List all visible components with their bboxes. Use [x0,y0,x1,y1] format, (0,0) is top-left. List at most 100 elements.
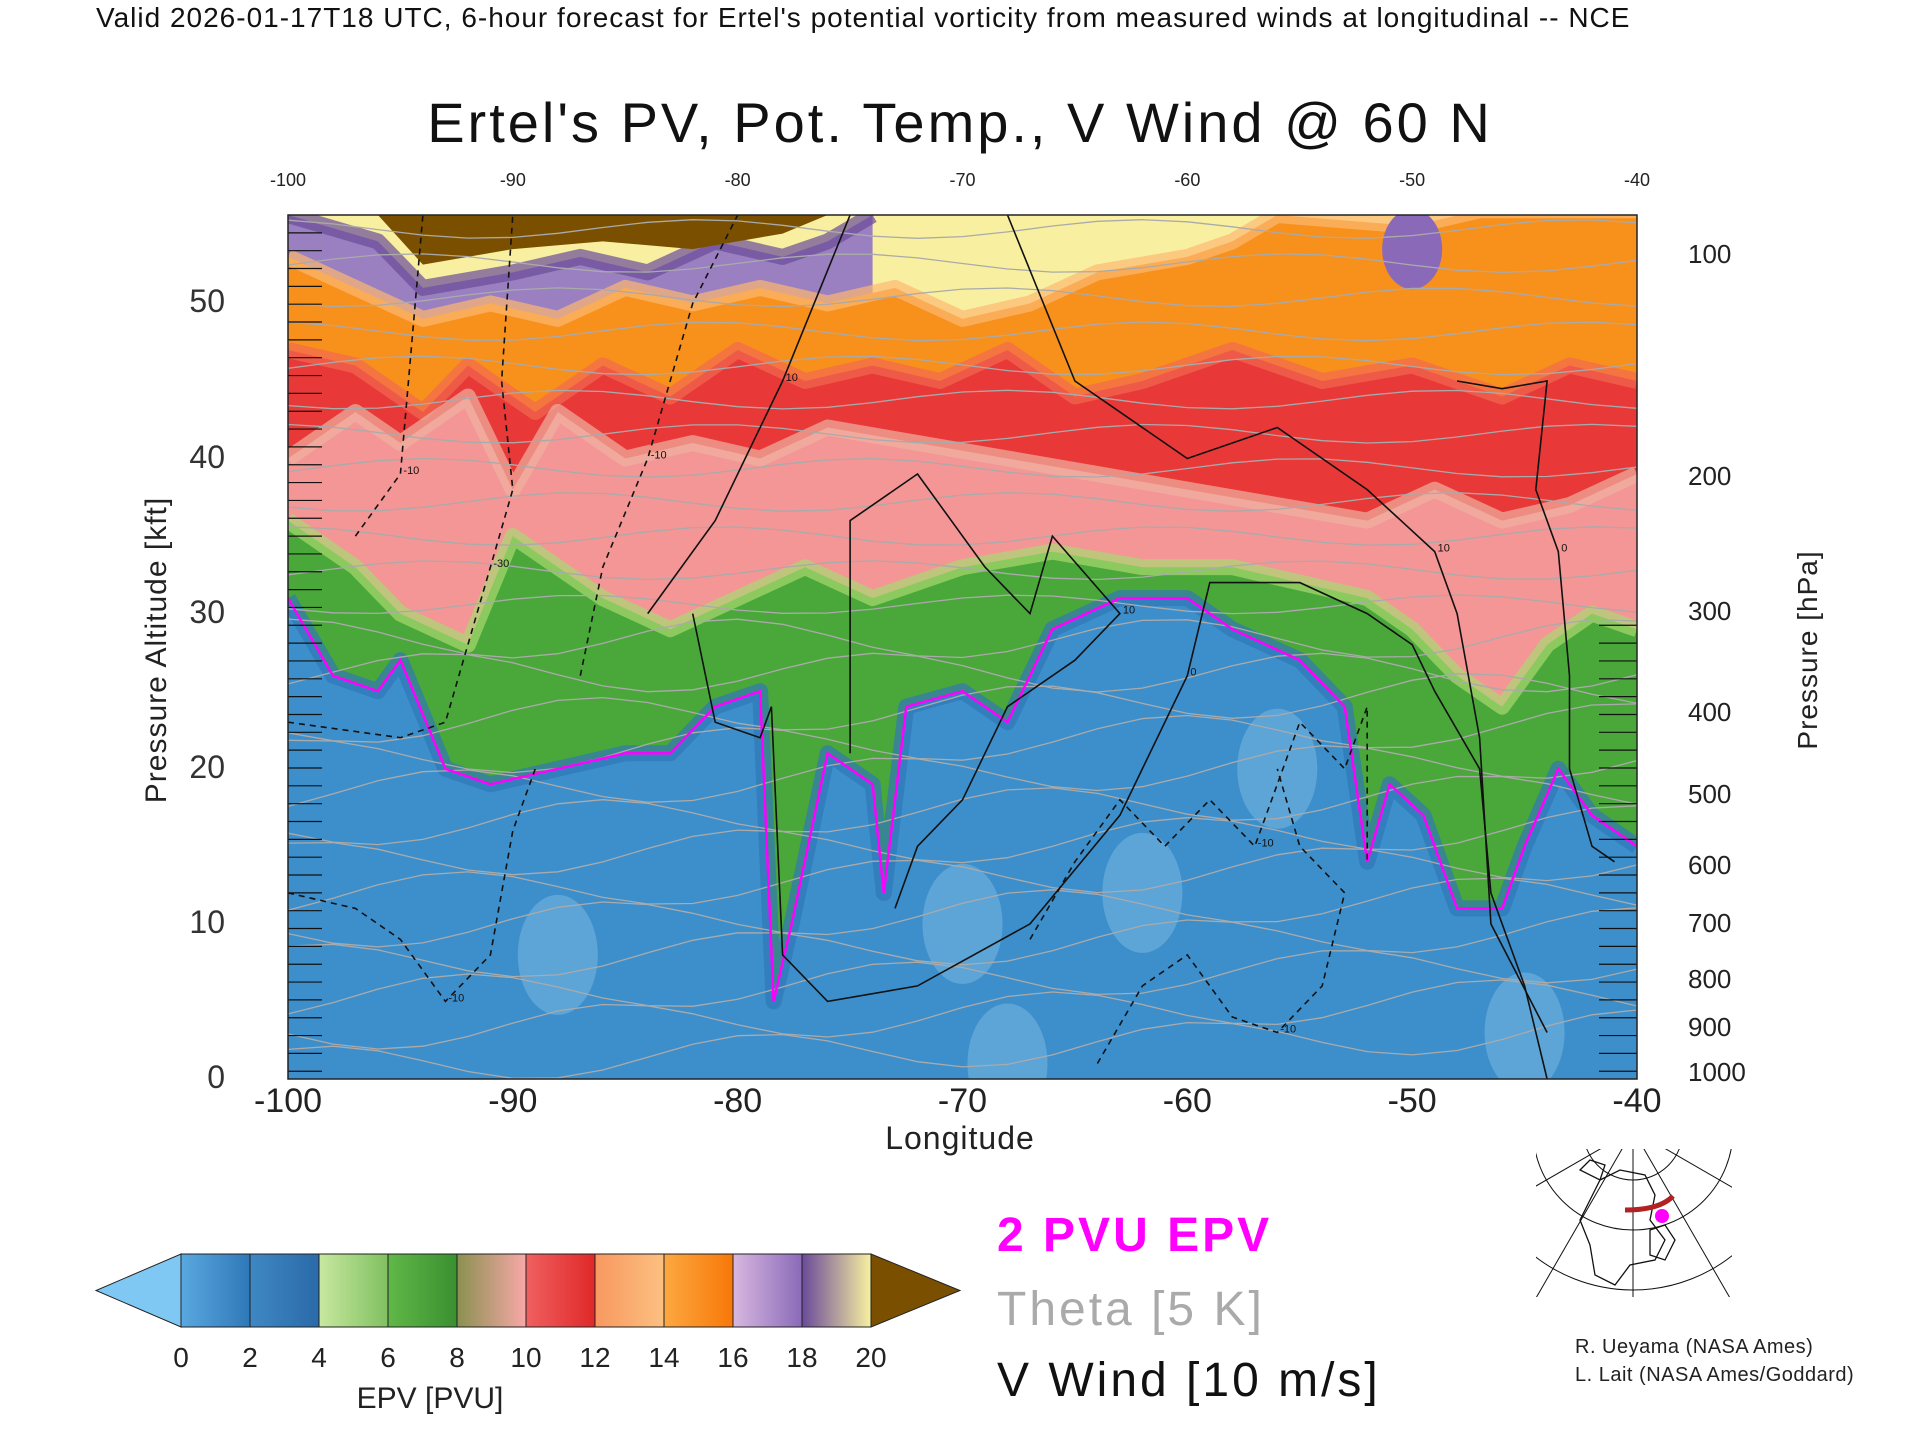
vwind-contour [1096,768,1346,1064]
credit-line-1: R. Ueyama (NASA Ames) [1575,1336,1814,1358]
epv-band-orange-edge [288,215,1637,327]
theta-contour [288,219,1637,239]
colorbar-tick-label: 8 [449,1342,465,1373]
locator-map [1536,980,1893,1297]
theta-contour [288,423,1637,444]
theta-contour [288,703,1637,774]
pressure-tick-label: 500 [1688,779,1732,810]
colorbar-segment [663,1253,734,1328]
x-tick-label: -50 [1387,1082,1437,1120]
chart-title: Ertel's PV, Pot. Temp., V Wind @ 60 N [427,91,1493,154]
x-tick-label: -100 [253,1082,323,1120]
vwind-contour-label: -10 [651,450,667,462]
vwind-contour-label: 10 [1438,543,1450,555]
vwind-contour [579,215,739,676]
theta-contour [288,847,1637,911]
vwind-contour [1456,380,1615,863]
colorbar-tick-label: 12 [579,1342,611,1373]
theta-contour [288,355,1637,376]
top-tick-label: -80 [724,170,751,190]
meridian-line [1633,980,1893,1130]
theta-contour [288,877,1637,948]
epv-light-patch [1237,708,1318,829]
colorbar-segment [732,1253,803,1328]
pressure-tick-label: 400 [1688,696,1732,727]
y-tick-label: 40 [189,438,225,475]
colorbar-tick-label: 10 [510,1342,542,1373]
theta-contour [288,907,1637,978]
theta-contour [288,618,1637,659]
theta-contour [288,321,1637,342]
theta-contour [288,673,1637,743]
colorbar-segment [180,1253,251,1328]
theta-contour [288,492,1637,512]
pressure-tick-label: 300 [1688,596,1732,627]
epv-light-patch [967,1003,1048,1079]
epv-band-pink-edge [288,388,1637,529]
colorbar-max-extension [870,1253,962,1328]
epv-band-purple-edge [288,215,877,296]
theta-contour [288,389,1637,410]
pressure-tick-label: 100 [1688,239,1732,270]
top-tick-label: -70 [949,170,976,190]
epv-light-patch [517,894,598,1015]
theta-contour [288,457,1637,478]
colorbar-segment [249,1253,320,1328]
x-tick-label: -70 [937,1082,988,1120]
vwind-contour [1006,215,1548,1033]
theta-contour [288,526,1637,546]
theta-contour [288,745,1637,808]
colorbar-tick-label: 2 [242,1342,258,1373]
y-tick-label: 20 [189,748,225,785]
colorbar-tick-label: 20 [855,1342,887,1373]
epv-light-patch [922,863,1003,984]
colorbar-tick-label: 4 [311,1342,327,1373]
vwind-contour-label: -10 [1280,1023,1296,1035]
pressure-tick-label: 600 [1688,850,1732,881]
coastline [1578,1159,1676,1286]
pressure-tick-label: 900 [1688,1011,1732,1042]
colorbar-segment [525,1253,596,1328]
theta-contour [288,594,1637,615]
vwind-contour-label: -30 [493,558,509,570]
top-tick-label: -100 [269,170,307,190]
y-tick-label: 10 [189,903,225,940]
pressure-tick-label: 700 [1688,907,1732,938]
theta-contour [288,287,1637,308]
section-line [1624,1194,1675,1213]
vwind-contour-label: 0 [1190,667,1196,679]
vwind-contour [288,215,514,739]
vwind-contour [647,215,851,615]
y-tick-label: 30 [189,593,225,630]
theta-contour [288,560,1637,581]
theta-contour [288,253,1637,274]
colorbar-label: EPV [PVU] [356,1382,504,1415]
theta-contour [288,652,1637,693]
vwind-contour [288,768,537,1003]
epv-light-patch [1484,972,1565,1079]
top-tick-label: -40 [1623,170,1650,190]
vwind-contour [354,215,424,537]
colorbar-segment [318,1253,389,1328]
colorbar-tick-label: 0 [173,1342,189,1373]
epv-purple-blob [1382,215,1443,290]
top-tick-label: -90 [499,170,526,190]
colorbar-tick-label: 6 [380,1342,396,1373]
theta-contour [288,805,1637,876]
legend-pv2: 2 PVU EPV [997,1209,1273,1262]
top-tick-label: -60 [1174,170,1201,190]
vwind-contour-label: 0 [1561,543,1567,555]
vwind-contour [691,581,1548,1079]
colorbar-min-extension [94,1253,182,1328]
meridian-line [1643,1149,1730,1297]
colorbar-tick-label: 18 [786,1342,818,1373]
x-tick-label: -80 [713,1082,763,1120]
y-tick-label: 50 [189,283,225,320]
plot-frame [287,214,1638,1080]
location-dot [1655,1209,1669,1223]
theta-contour [288,950,1637,1015]
meridian-line [1664,1149,1732,1188]
credit-line-2: L. Lait (NASA Ames/Goddard) [1575,1364,1855,1386]
colorbar-segment [387,1253,458,1328]
